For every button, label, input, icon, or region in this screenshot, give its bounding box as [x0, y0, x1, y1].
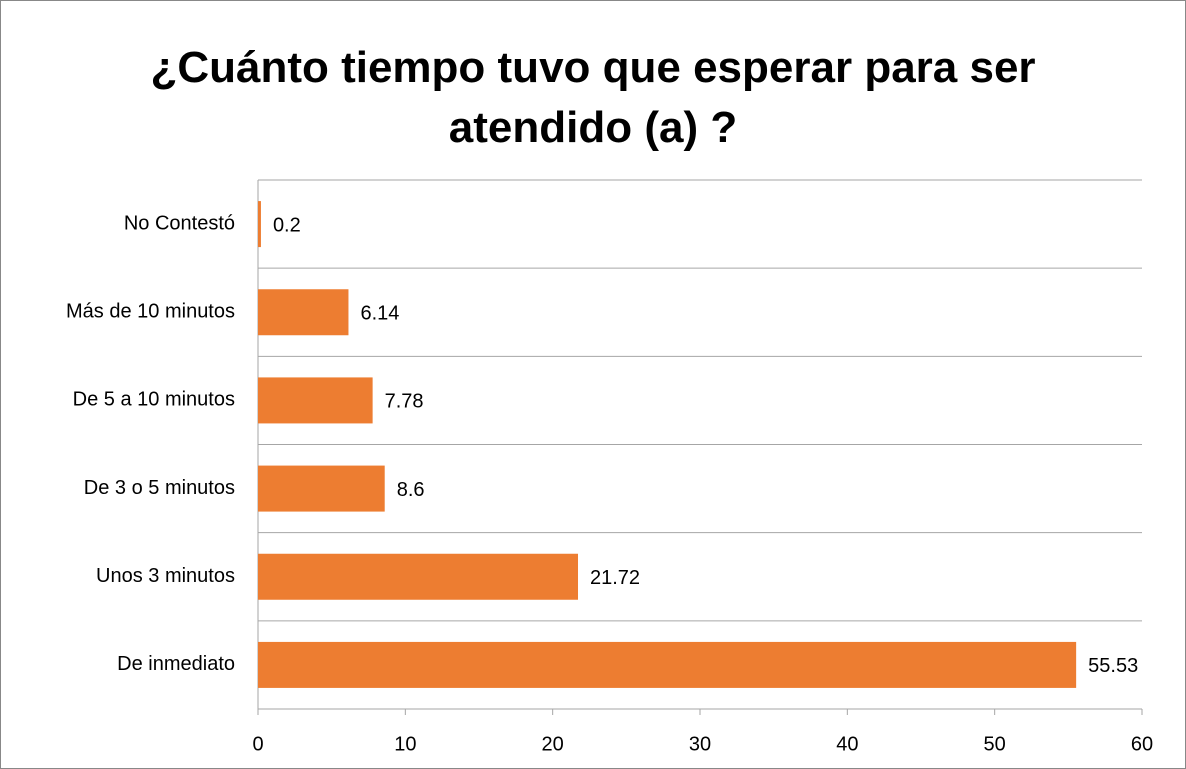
value-label: 8.6 [397, 479, 425, 501]
x-tick-label: 40 [836, 733, 858, 755]
y-tick-label: De inmediato [117, 653, 235, 675]
value-label: 6.14 [360, 303, 399, 325]
value-label: 21.72 [590, 567, 640, 589]
y-tick-label: No Contestó [124, 212, 235, 234]
x-tick-label: 30 [689, 733, 711, 755]
bar [258, 641, 1077, 688]
bar [258, 465, 385, 512]
bar [258, 201, 261, 248]
x-tick-label: 20 [542, 733, 564, 755]
bar [258, 289, 349, 336]
value-label: 55.53 [1088, 655, 1138, 677]
x-tick-label: 0 [252, 733, 263, 755]
y-tick-label: Unos 3 minutos [96, 565, 235, 587]
chart-title: ¿Cuánto tiempo tuvo que esperar para ser… [150, 43, 1036, 152]
y-tick-label: De 3 o 5 minutos [84, 477, 235, 499]
y-tick-label: De 5 a 10 minutos [73, 389, 235, 411]
x-tick-label: 50 [984, 733, 1006, 755]
value-label: 7.78 [385, 391, 424, 413]
bar [258, 377, 373, 424]
x-tick-label: 60 [1131, 733, 1153, 755]
value-label: 0.2 [273, 214, 301, 236]
y-tick-label: Más de 10 minutos [66, 301, 235, 323]
x-tick-label: 10 [394, 733, 416, 755]
bar [258, 553, 579, 600]
